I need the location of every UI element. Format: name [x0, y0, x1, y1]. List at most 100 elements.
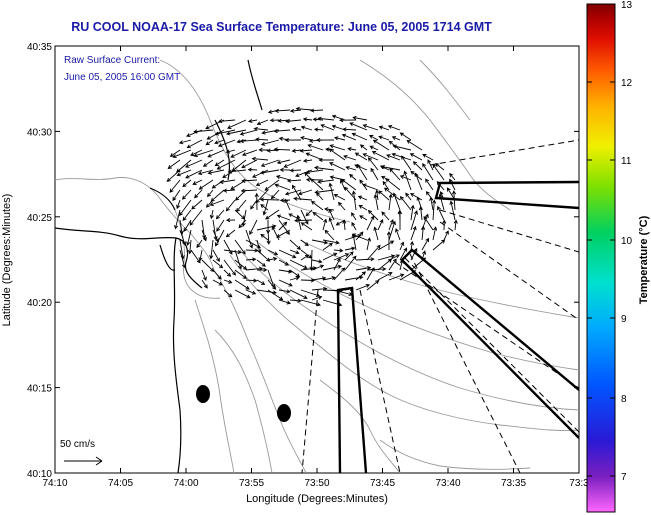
current-vector-arrow — [217, 139, 236, 148]
current-vector-arrow — [181, 189, 192, 200]
current-vector-arrow — [234, 249, 242, 270]
current-vector-arrow — [247, 118, 258, 124]
y-axis-ticks: 40:35 40:30 40:25 40:20 40:15 40:10 — [27, 42, 579, 480]
current-vector-arrow — [169, 149, 181, 157]
current-vector-arrow — [219, 179, 236, 185]
current-vector-arrow — [351, 233, 368, 241]
current-vector-arrow — [201, 269, 207, 281]
current-vector-arrow — [266, 229, 271, 245]
current-vector-arrow — [234, 239, 246, 255]
current-vector-arrow — [399, 175, 412, 181]
current-vector-arrow — [256, 259, 266, 267]
current-vector-arrow — [386, 231, 391, 251]
current-vector-arrow — [205, 139, 214, 146]
x-tick-label: 73:35 — [501, 478, 526, 489]
current-vector-arrow — [311, 239, 329, 245]
current-vector-arrow — [283, 159, 302, 168]
current-vector-arrow — [421, 250, 426, 261]
current-vector-arrow — [274, 183, 291, 191]
current-vector-arrow — [355, 257, 375, 262]
current-vector-arrow — [427, 159, 434, 171]
current-vector-arrow — [300, 239, 309, 247]
current-vector-arrow — [267, 249, 279, 256]
current-vector-arrow — [216, 219, 225, 232]
current-vector-arrow — [234, 259, 248, 271]
current-vector-arrow — [409, 240, 415, 251]
current-vector-arrow — [235, 189, 247, 201]
current-vector-arrow — [399, 247, 408, 261]
current-vector-arrow — [278, 249, 297, 259]
x-tick-label: 73:45 — [370, 478, 395, 489]
current-vector-arrow — [245, 278, 258, 283]
current-vector-arrow — [172, 189, 181, 202]
current-vector-arrow — [202, 159, 214, 167]
current-vector-arrow — [345, 165, 357, 171]
current-vector-arrow — [322, 218, 328, 231]
x-tick-label: 74:00 — [173, 478, 198, 489]
current-vector-arrow — [218, 119, 236, 124]
current-vector-arrow — [310, 178, 324, 191]
colorbar-tick-label: 9 — [621, 314, 627, 325]
current-vector-arrow — [409, 153, 423, 161]
current-vector-arrow — [418, 205, 423, 221]
current-vector-arrow — [320, 124, 335, 131]
current-vector-arrow — [193, 129, 214, 134]
current-vector-arrow — [214, 139, 225, 145]
current-vector-arrow — [406, 140, 423, 151]
current-vector-arrow — [291, 148, 302, 153]
current-vector-arrow — [388, 258, 397, 271]
current-vector-arrow — [191, 199, 203, 210]
current-vector-arrow — [310, 108, 324, 113]
current-vector-arrow — [172, 149, 192, 159]
current-vector-arrow — [227, 169, 247, 174]
current-vector-arrow — [278, 279, 293, 287]
current-vector-arrow — [238, 219, 247, 229]
current-vector-arrow — [234, 279, 250, 290]
plot-frame — [54, 45, 580, 474]
colorbar-ticks: 13 12 11 10 9 8 7 — [587, 0, 633, 483]
y-tick-label: 40:25 — [27, 213, 52, 224]
current-vector-arrow — [198, 249, 203, 262]
current-vector-arrow — [351, 132, 368, 141]
current-vector-arrow — [267, 289, 284, 301]
current-vector-arrow — [298, 189, 313, 196]
current-vector-arrow — [278, 259, 290, 266]
current-vector-arrow — [300, 222, 313, 231]
current-vector-arrow — [311, 295, 323, 301]
current-vector-arrow — [322, 275, 336, 281]
current-vector-arrow — [300, 135, 313, 141]
current-vector-arrow — [201, 279, 208, 289]
current-vector-arrow — [322, 239, 340, 245]
x-tick-label: 73:55 — [239, 478, 264, 489]
current-vector-arrow — [289, 259, 308, 269]
current-vector-arrow — [187, 239, 193, 255]
current-vector-arrow — [378, 125, 390, 131]
current-vector-arrow — [378, 135, 390, 141]
current-vector-arrow — [276, 159, 291, 165]
current-vector-arrow — [300, 278, 316, 283]
current-vector-arrow — [344, 251, 354, 261]
current-vector-arrow — [273, 129, 291, 134]
current-vector-arrow — [178, 139, 192, 145]
current-vector-arrow — [234, 269, 247, 279]
current-vector-arrow — [182, 209, 192, 221]
current-vector-arrow — [234, 289, 251, 299]
current-vector-arrow — [260, 159, 280, 168]
current-vector-arrow — [305, 177, 324, 182]
current-vector-arrow — [362, 124, 379, 131]
current-vector-arrow — [225, 229, 236, 238]
current-vector-arrow — [366, 267, 375, 281]
current-vector-arrow — [292, 184, 302, 201]
current-vector-arrow — [370, 167, 379, 181]
current-vector-arrow — [256, 249, 271, 262]
current-vector-arrow — [279, 167, 291, 172]
current-vector-arrow — [209, 239, 214, 260]
current-vector-arrow — [309, 249, 314, 271]
x-tick-label: 73:3 — [569, 478, 589, 489]
current-vector-arrow — [314, 165, 335, 171]
current-vector-arrow — [438, 193, 445, 211]
current-vector-arrow — [357, 163, 368, 181]
current-vector-arrow — [373, 226, 379, 241]
current-vector-arrow — [225, 149, 236, 154]
colorbar-tick-label: 7 — [621, 472, 627, 483]
